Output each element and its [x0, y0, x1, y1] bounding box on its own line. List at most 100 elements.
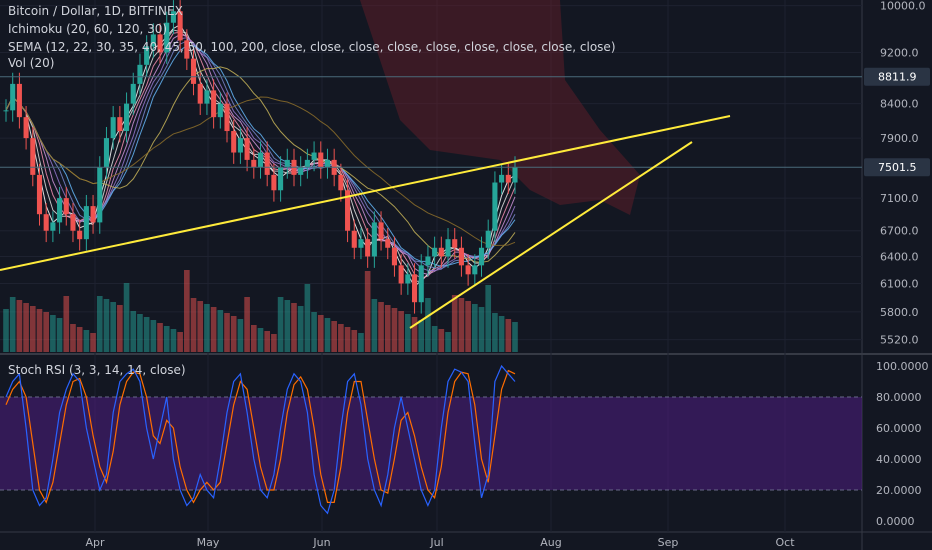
candle-body — [425, 256, 431, 266]
time-tick-label: Oct — [775, 536, 795, 549]
stoch-k-line — [5, 364, 516, 515]
candle-body — [318, 152, 324, 168]
candle-body — [177, 11, 183, 41]
volume-bar — [204, 304, 210, 352]
candle-body — [10, 83, 16, 111]
candle-body — [77, 230, 83, 240]
volume-bar — [317, 315, 324, 352]
volume-bar — [244, 297, 250, 352]
candle-body — [445, 239, 451, 257]
candle-body — [398, 265, 404, 284]
volume-bar — [257, 328, 264, 352]
chart-title: Bitcoin / Dollar, 1D, BITFINEX — [8, 4, 183, 18]
candle-body — [170, 11, 176, 23]
volume-bar — [16, 300, 23, 352]
candle-body — [278, 167, 284, 191]
candle-body — [505, 174, 511, 183]
candle-body — [271, 174, 277, 191]
price-tick-label: 9200.0 — [880, 46, 919, 59]
volume-bar — [304, 284, 311, 352]
osc-tick-label: 100.0000 — [876, 360, 929, 373]
candle-body — [36, 174, 43, 215]
candle-body — [224, 103, 230, 132]
volume-legend[interactable]: Vol (20) — [8, 56, 55, 70]
volume-bar — [271, 334, 277, 352]
volume-bar — [3, 309, 9, 352]
volume-bar — [485, 285, 492, 352]
time-tick-label: Jun — [312, 536, 330, 549]
candle-body — [492, 182, 498, 231]
volume-bar — [384, 305, 391, 352]
osc-tick-label: 20.0000 — [876, 484, 922, 497]
candle-body — [512, 167, 518, 183]
candle-body — [63, 198, 69, 215]
candle-body — [371, 222, 377, 257]
candle-body — [452, 239, 458, 248]
candle-body — [144, 46, 150, 65]
price-tick-label: 6100.0 — [880, 277, 919, 290]
candle-body — [472, 265, 478, 275]
volume-bar — [157, 323, 163, 352]
volume-bar — [117, 305, 123, 352]
candle-body — [90, 206, 96, 223]
volume-bar — [425, 298, 431, 352]
candle-body — [83, 206, 89, 240]
candle-body — [110, 117, 116, 139]
candle-body — [70, 214, 76, 231]
candle-body — [298, 167, 304, 175]
candle-body — [197, 83, 203, 104]
candle-body — [432, 247, 438, 257]
volume-bar — [230, 316, 237, 352]
ichimoku-legend[interactable]: Ichimoku (20, 60, 120, 30) — [8, 22, 168, 36]
volume-bar — [458, 298, 465, 352]
volume-bar — [143, 317, 150, 352]
candle-body — [164, 22, 170, 53]
volume-bar — [70, 324, 76, 352]
price-tag-label: 7501.5 — [878, 161, 917, 174]
time-tick-label: Jul — [429, 536, 443, 549]
price-tag-label: 8811.9 — [878, 71, 917, 84]
volume-bar — [177, 332, 183, 352]
volume-bar — [451, 295, 458, 352]
candle-body — [50, 222, 56, 231]
candle-body — [97, 167, 103, 223]
volume-bar — [498, 316, 505, 352]
candle-body — [3, 110, 9, 112]
volume-bar — [331, 321, 337, 352]
candle-body — [237, 138, 243, 153]
volume-bar — [505, 319, 512, 352]
candle-body — [324, 159, 331, 168]
volume-bar — [163, 326, 170, 352]
ascending-trend-line — [0, 115, 731, 271]
candle-body — [385, 239, 391, 248]
volume-bar — [465, 301, 471, 352]
volume-bar — [217, 310, 224, 352]
price-tag — [864, 67, 930, 86]
volume-bar — [297, 306, 304, 352]
stoch-rsi-legend[interactable]: Stoch RSI (3, 3, 14, 14, close) — [8, 363, 186, 377]
time-tick-label: May — [197, 536, 220, 549]
candle-body — [418, 265, 424, 303]
volume-bar — [76, 327, 83, 352]
candle-body — [184, 40, 190, 59]
candle-body — [231, 131, 237, 153]
volume-bar — [197, 301, 204, 352]
volume-bar — [445, 332, 451, 352]
candle-body — [351, 230, 357, 248]
volume-bar — [418, 320, 425, 352]
volume-bar — [250, 325, 257, 352]
volume-bar — [9, 297, 16, 352]
price-tick-label: 6700.0 — [880, 225, 919, 238]
candle-body — [411, 274, 418, 303]
volume-bar — [56, 318, 63, 352]
osc-tick-label: 80.0000 — [876, 391, 922, 404]
volume-bar — [96, 296, 103, 352]
volume-bar — [324, 318, 331, 352]
candle-body — [43, 214, 49, 231]
sema-legend[interactable]: SEMA (12, 22, 30, 35, 40, 45, 50, 100, 2… — [8, 40, 616, 54]
volume-bar — [411, 317, 418, 352]
volume-bar — [36, 309, 43, 352]
volume-bar — [190, 298, 197, 352]
candle-body — [124, 103, 130, 132]
